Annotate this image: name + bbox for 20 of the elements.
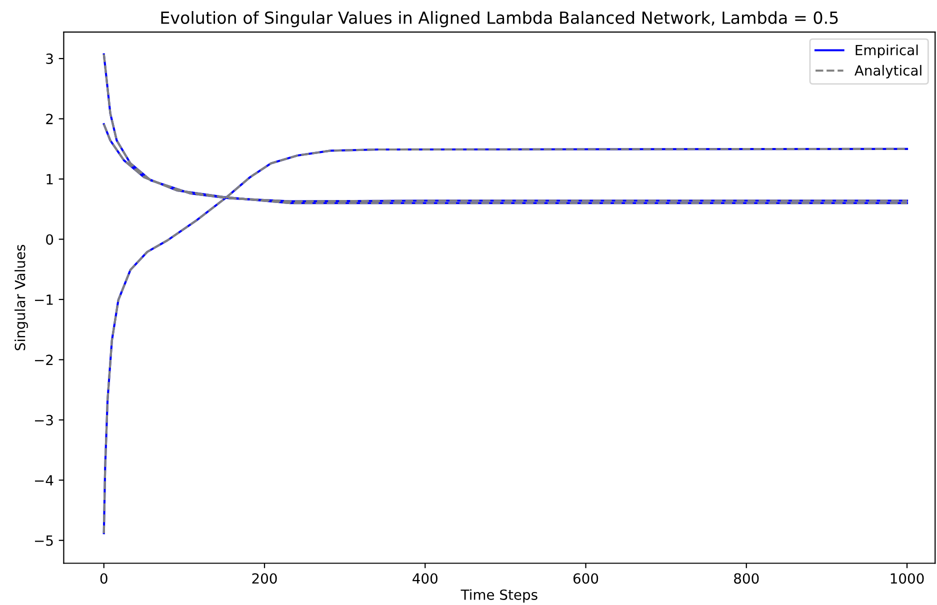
x-tick-label: 0: [100, 573, 108, 584]
y-tick-label: −3: [34, 414, 53, 426]
y-tick-label: −4: [34, 475, 54, 486]
y-tick-label: 1: [46, 174, 53, 184]
y-tick-label: −5: [34, 536, 53, 546]
chart-title: Evolution of Singular Values in Aligned Lambda Balanced Network, Lambda = 0.5: [161, 11, 838, 28]
legend-label: Empirical: [856, 44, 918, 58]
y-tick-label: −1: [34, 294, 53, 305]
y-axis-title: Singular Values: [14, 244, 28, 350]
y-tick-label: 3: [46, 54, 53, 64]
x-tick-label: 800: [734, 573, 759, 584]
legend-label: Analytical: [854, 64, 922, 78]
x-tick-label: 400: [412, 573, 438, 584]
x-tick-label: 200: [252, 573, 277, 584]
x-tick-label: 600: [573, 573, 598, 584]
y-tick-label: 0: [46, 234, 54, 245]
x-tick-label: 1000: [890, 573, 924, 584]
y-tick-label: 2: [46, 114, 53, 124]
x-axis-title: Time Steps: [460, 589, 538, 603]
y-tick-label: −2: [34, 354, 53, 365]
